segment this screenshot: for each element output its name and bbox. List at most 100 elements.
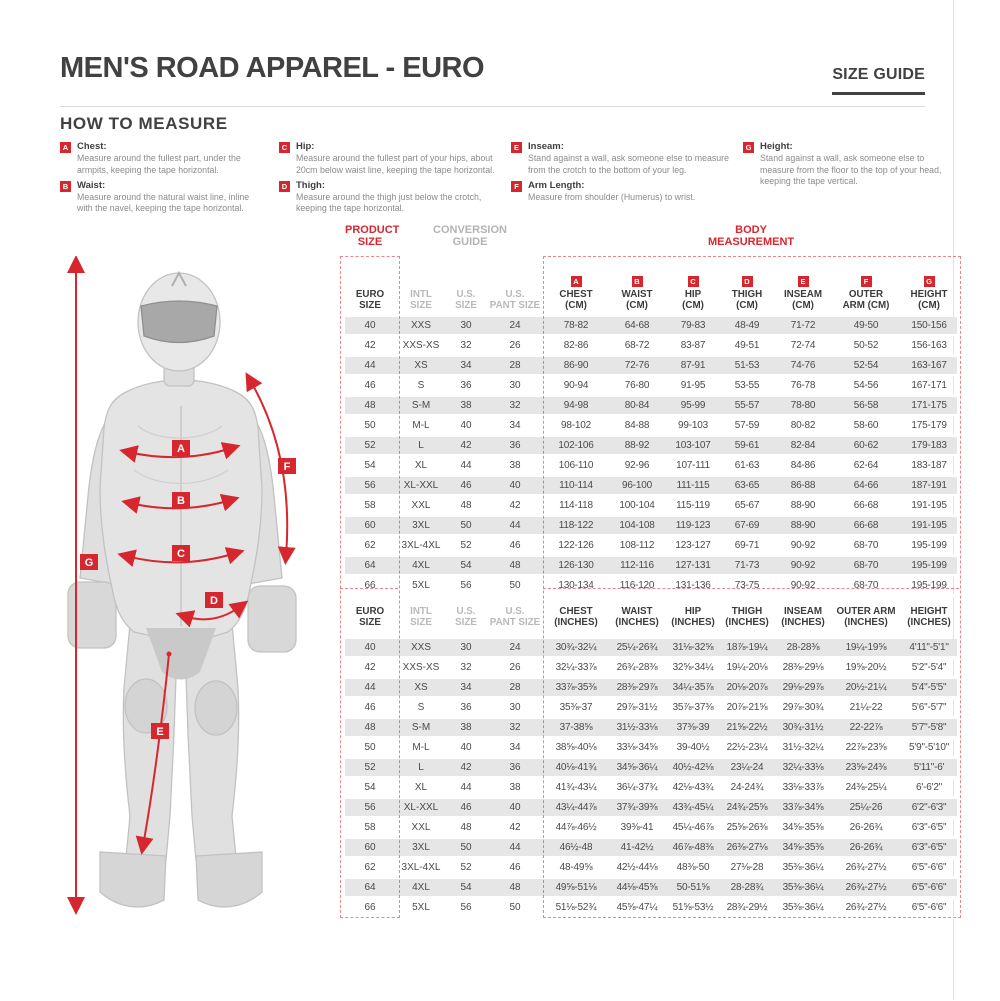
column-header-label: INSEAM (CM) xyxy=(783,289,823,312)
table-cell: 64-68 xyxy=(607,317,667,337)
table-cell: 30¾-32¼ xyxy=(545,639,607,659)
table-cell: 36 xyxy=(447,375,485,397)
table-cell: 104-108 xyxy=(607,515,667,537)
table-cell: 28-28⅜ xyxy=(775,639,831,659)
table-cell: 76-78 xyxy=(775,375,831,397)
table-cell: 20½-21¼ xyxy=(831,677,901,699)
table-cell: 26¾-27½ xyxy=(831,857,901,879)
table-cell: 24-24¾ xyxy=(719,777,775,799)
table-cell: 41-42½ xyxy=(607,837,667,859)
table-row: 46 S 36 30 90-94 76-80 91-95 53-55 76-78 54-56 167… xyxy=(345,375,958,397)
table-cell: 90-92 xyxy=(775,535,831,557)
table-cell: 25¼-26 xyxy=(831,797,901,819)
table-cell: 42 xyxy=(345,335,395,357)
table-cell: 19⅝-20½ xyxy=(831,657,901,679)
table-cell: 32¼-33⅞ xyxy=(545,657,607,679)
table-cell: 58-60 xyxy=(831,415,901,437)
figure-label-c: C xyxy=(177,548,185,560)
table-header-row: EURO SIZE INTL SIZE U.S. SIZE U.S. PANT SIZ… xyxy=(345,258,957,317)
table-cell: 50 xyxy=(485,897,545,919)
table-cell: 65-67 xyxy=(719,495,775,517)
table-cell: 79-83 xyxy=(667,317,719,337)
column-header-label: EURO SIZE xyxy=(355,606,385,628)
table-cell: 5XL xyxy=(395,897,447,919)
table-cell: 29⅞-31½ xyxy=(607,697,667,719)
table-cell: 5'11"-6' xyxy=(901,757,958,779)
table-cell: 82-86 xyxy=(545,335,607,357)
table-cell: 19¼-19⅝ xyxy=(831,639,901,659)
measure-item-body: Height: Stand against a wall, ask someone… xyxy=(760,141,943,190)
table-cell: 41¾-43¼ xyxy=(545,777,607,799)
hip-arrow xyxy=(117,547,245,567)
column-header-label: INTL SIZE xyxy=(410,606,432,628)
rider-figure-svg: A B C D E F G xyxy=(67,255,297,915)
measure-instructions: A Chest: Measure around the fullest part, … xyxy=(60,141,943,219)
table-cell: 48 xyxy=(345,717,395,739)
table-cell: 64 xyxy=(345,555,395,577)
table-cell: 95-99 xyxy=(667,395,719,417)
table-cell: 3XL-4XL xyxy=(395,857,447,879)
table-cell: 44 xyxy=(345,677,395,699)
table-cell: 94-98 xyxy=(545,395,607,417)
measure-item: C Hip: Measure around the fullest part of … xyxy=(279,141,497,179)
table-cell: 31½-32¼ xyxy=(775,737,831,759)
table-cell: 49-51 xyxy=(719,335,775,357)
figure-label-d: D xyxy=(210,595,218,607)
column-header-label: U.S. PANT SIZE xyxy=(489,289,541,312)
table-cell: 46 xyxy=(345,375,395,397)
table-cell: 62 xyxy=(345,857,395,879)
table-row: 50 M-L 40 34 98-102 84-88 99-103 57-59 80-82 58-6… xyxy=(345,415,958,437)
product-size-header: PRODUCT SIZE xyxy=(345,224,400,249)
table-cell: 34⅝-36¼ xyxy=(607,757,667,779)
table-cell: 36 xyxy=(485,757,545,779)
table-cell: 175-179 xyxy=(901,415,958,437)
table-cell: 36 xyxy=(485,435,545,457)
table-cell: 44 xyxy=(447,455,485,477)
table-cell: XXL xyxy=(395,495,447,517)
chest-arrow xyxy=(119,442,241,463)
table-cell: 37-38⅝ xyxy=(545,717,607,739)
table-cell: 62-64 xyxy=(831,455,901,477)
table-cell: 108-112 xyxy=(607,535,667,557)
table-cell: 90-92 xyxy=(775,575,831,597)
column-header: U.S. PANT SIZE xyxy=(485,596,545,640)
table-cell: 52-54 xyxy=(831,355,901,377)
table-cell: 20⅛-20⅞ xyxy=(719,677,775,699)
table-row: 66 5XL 56 50 51⅛-52¾ 45⅝-47¼ 51⅝-53½ 28¾-29½ 35⅜… xyxy=(345,897,958,919)
table-header-row: EURO SIZE INTL SIZE U.S. SIZE U.S. PANT SIZ… xyxy=(345,596,957,640)
column-header-label: HEIGHT (CM) xyxy=(910,289,948,312)
table-cell: 44 xyxy=(485,515,545,537)
table-cell: 52 xyxy=(447,857,485,879)
table-cell: 107-111 xyxy=(667,455,719,477)
table-cell: 24¾-25⅝ xyxy=(719,797,775,819)
table-cell: 64 xyxy=(345,877,395,899)
table-cell: 44 xyxy=(345,355,395,377)
measure-item-label: Inseam: xyxy=(528,141,564,152)
measure-item-body: Hip: Measure around the fullest part of y… xyxy=(296,141,497,179)
size-table: PRODUCT SIZE CONVERSION GUIDE BODY MEASURE… xyxy=(345,222,958,919)
measure-letter-chip: G xyxy=(923,276,935,288)
measure-item-label: Chest: xyxy=(77,141,107,152)
table-cell: 38 xyxy=(447,717,485,739)
table-cell: 30 xyxy=(447,317,485,337)
table-cell: 118-122 xyxy=(545,515,607,537)
table-row: 60 3XL 50 44 46½-48 41-42½ 46⅞-48⅜ 26⅜-27⅛ 34⅝-3… xyxy=(345,837,958,859)
table-cell: 48 xyxy=(345,395,395,417)
table-cell: 51⅛-52¾ xyxy=(545,897,607,919)
table-cell: 76-80 xyxy=(607,375,667,397)
column-header-label: CHEST (INCHES) xyxy=(554,606,598,628)
table-cell: 22⅞-23⅝ xyxy=(831,737,901,759)
column-header: C HIP (CM) xyxy=(667,258,719,317)
table-cell: 5'4"-5'5" xyxy=(901,677,958,699)
table-cell: 150-156 xyxy=(901,317,958,337)
table-cell: 5'7"-5'8" xyxy=(901,717,958,739)
measure-item-label: Height: xyxy=(760,141,793,152)
table-cell: 54 xyxy=(345,777,395,799)
table-cell: 54-56 xyxy=(831,375,901,397)
table-cell: 56 xyxy=(447,897,485,919)
table-cell: 56 xyxy=(345,475,395,497)
table-cell: XL xyxy=(395,777,447,799)
table-cell: 99-103 xyxy=(667,415,719,437)
table-cell: 28 xyxy=(485,355,545,377)
table-row: 52 L 42 36 40⅛-41¾ 34⅝-36¼ 40½-42⅛ 23¼-24 32¼-33… xyxy=(345,757,958,779)
